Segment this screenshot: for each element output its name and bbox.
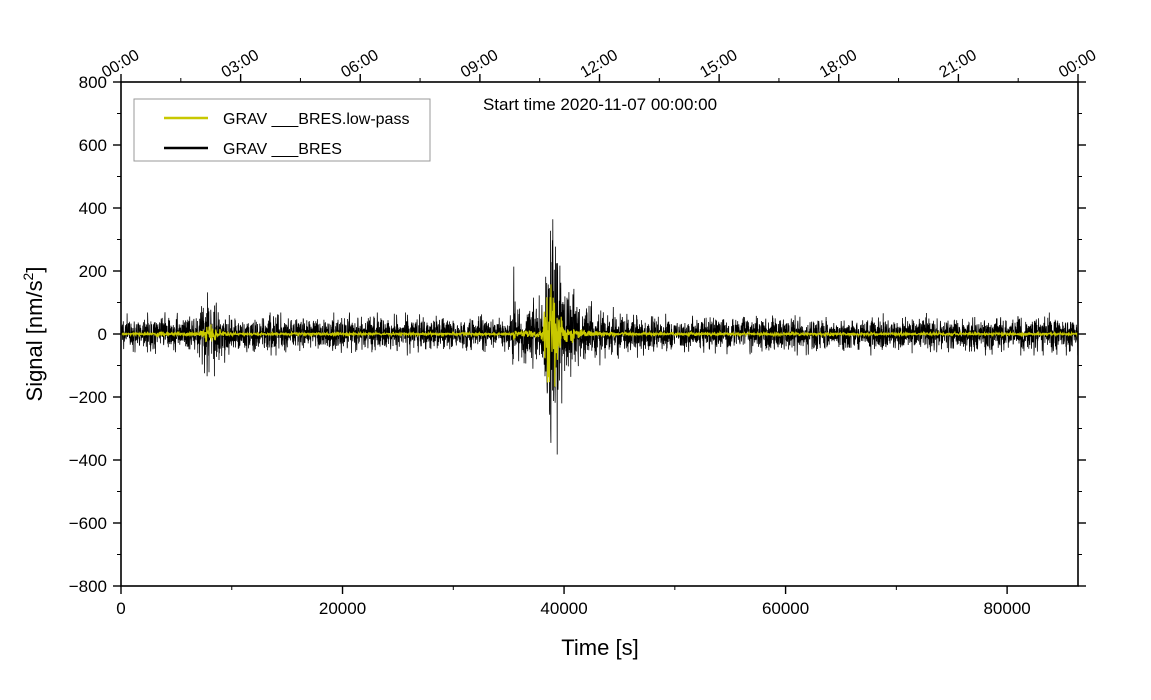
- y-tick-label: −600: [69, 514, 107, 533]
- x-axis-label: Time [s]: [561, 635, 638, 660]
- y-axis-label-main: Signal [nm/s: [22, 280, 47, 401]
- y-axis-label-end: ]: [22, 267, 47, 273]
- y-tick-label: −400: [69, 451, 107, 470]
- x-tick-label: 40000: [540, 599, 587, 618]
- y-tick-label: 800: [79, 73, 107, 92]
- x-tick-label: 60000: [762, 599, 809, 618]
- y-tick-label: 200: [79, 262, 107, 281]
- x-tick-label: 80000: [983, 599, 1030, 618]
- legend-box: [133, 98, 431, 162]
- trace-raw: [120, 219, 1079, 455]
- x-tick-label: 0: [116, 599, 125, 618]
- trace-lowpass: [120, 284, 1079, 387]
- y-tick-label: −800: [69, 577, 107, 596]
- chart-title: Start time 2020-11-07 00:00:00: [483, 95, 717, 114]
- y-tick-label: 0: [98, 325, 107, 344]
- x-tick-label: 20000: [319, 599, 366, 618]
- y-tick-label: 400: [79, 199, 107, 218]
- legend-label-lowpass: GRAV ___BRES.low-pass: [223, 111, 409, 128]
- legend: GRAV ___BRES.low-pass GRAV ___BRES: [133, 98, 431, 162]
- y-tick-label: −200: [69, 388, 107, 407]
- y-axis-label-sup: 2: [20, 272, 36, 280]
- legend-label-raw: GRAV ___BRES: [223, 141, 342, 158]
- y-axis-label: Signal [nm/s2]: [20, 267, 47, 402]
- y-tick-label: 600: [79, 136, 107, 155]
- traces: [120, 219, 1079, 455]
